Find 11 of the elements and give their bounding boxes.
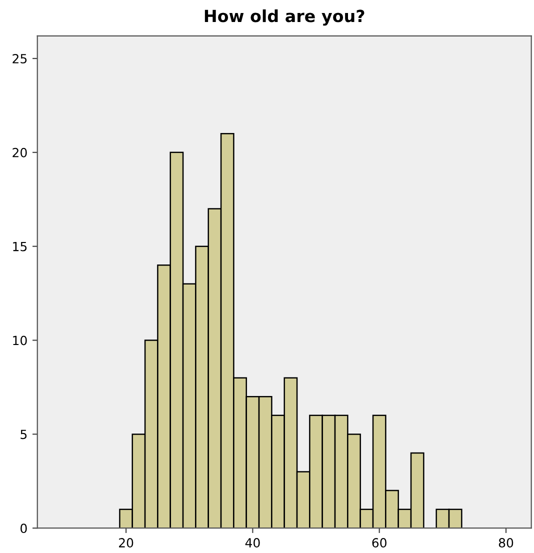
x-tick-label: 60 [372,538,386,548]
y-tick-label: 20 [12,148,27,158]
x-tick-label: 40 [245,538,260,548]
y-tick-label: 0 [20,524,27,534]
y-tick-label: 5 [20,430,27,440]
y-tick-label: 25 [12,54,27,64]
y-tick-label: 10 [13,336,27,346]
x-tick-label: 80 [498,538,514,548]
chart-title: How old are you? [204,9,364,26]
x-tick-label: 20 [119,538,134,548]
y-tick-label: 15 [13,242,27,252]
